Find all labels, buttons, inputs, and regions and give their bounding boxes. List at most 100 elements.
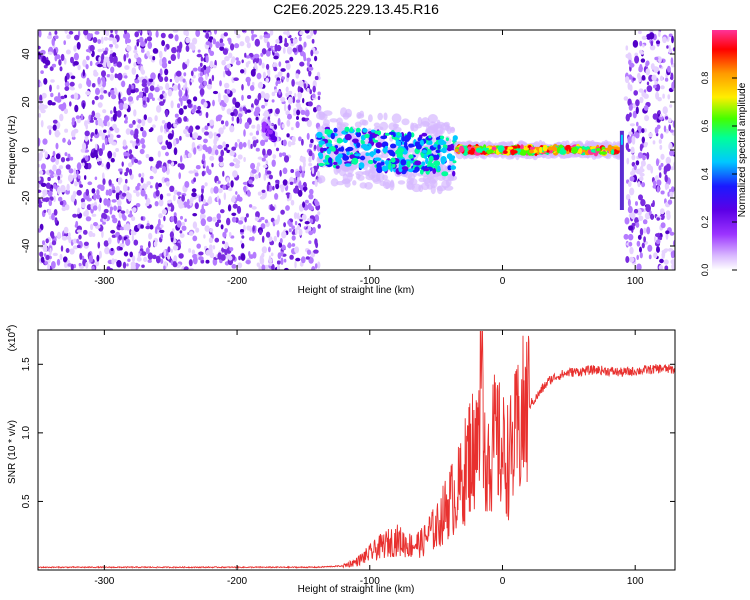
spectrogram-cell-1404 (174, 34, 179, 42)
spectrogram-cell-881 (133, 158, 139, 164)
spectrogram-cell-1708 (199, 62, 203, 67)
spectrogram-cell-3556 (640, 199, 646, 207)
spectrogram-cell-2316 (336, 181, 345, 186)
spectrogram-cell-1043 (58, 165, 64, 170)
spectrogram-cell-2348 (373, 122, 381, 128)
spectrogram-cell-848 (243, 157, 246, 162)
spectrogram-cell-3001 (532, 142, 540, 147)
spectrogram-cell-2434 (333, 127, 338, 133)
spectrogram-cell-1968 (88, 255, 92, 263)
spectrogram-cell-1812 (75, 220, 79, 228)
spectrogram-cell-3500 (636, 240, 641, 247)
spectrogram-cell-434 (204, 225, 210, 232)
spectrogram-cell-3679 (623, 233, 629, 240)
spectrogram-cell-1067 (38, 177, 41, 181)
spectrogram-cell-459 (133, 239, 139, 246)
spectrogram-cell-1496 (240, 229, 244, 233)
spectrogram-cell-1195 (70, 75, 76, 80)
spectrogram-cell-1673 (140, 189, 146, 197)
spectrogram-cell-1167 (116, 260, 122, 268)
spectrogram-cell-467 (286, 46, 293, 55)
spectrogram-cell-2450 (446, 153, 453, 160)
spectrogram-cell-517 (128, 168, 133, 176)
spectrogram-cell-3539 (640, 160, 646, 167)
spectrogram-cell-1164 (238, 141, 243, 150)
spectrogram-cell-1931 (199, 88, 205, 96)
spectrogram-cell-1681 (166, 193, 171, 197)
spectrogram-cell-921 (196, 243, 201, 249)
spectrogram-cell-1588 (153, 241, 158, 247)
spectrogram-cell-1363 (266, 170, 272, 175)
spectrogram-cell-101 (74, 104, 79, 113)
spectrogram-cell-1187 (87, 181, 93, 186)
spectrogram-cell-1675 (268, 262, 273, 266)
spectrogram-cell-50 (260, 91, 266, 99)
spectrogram-cell-1668 (125, 223, 131, 231)
spectrogram-cell-1872 (98, 161, 102, 166)
spectrogram-cell-2576 (387, 164, 392, 170)
spectrogram-cell-822 (56, 84, 60, 90)
spectrogram-cell-2163 (364, 169, 371, 177)
spectrogram-cell-89 (168, 60, 172, 64)
spectrogram-cell-1052 (264, 219, 268, 224)
spectrogram-cell-995 (124, 171, 128, 177)
spectrogram-cell-1627 (87, 162, 92, 170)
spectrogram-cell-1218 (299, 31, 304, 35)
spectrogram-cell-1898 (141, 78, 148, 85)
spectrogram-cell-2625 (382, 147, 388, 153)
spectrogram-cell-2324 (359, 119, 367, 126)
spectrogram-cell-3716 (637, 152, 643, 159)
spectrogram-cell-622 (118, 102, 124, 111)
spectrogram-cell-1961 (182, 62, 186, 70)
spectrogram-cell-1203 (240, 69, 245, 74)
spectrogram-cell-1922 (245, 55, 251, 59)
spectrogram-cell-786 (307, 101, 313, 107)
spectrogram-cell-1751 (122, 184, 128, 192)
spectrogram-cell-1201 (94, 95, 99, 101)
spectrogram-cell-1374 (226, 63, 231, 69)
spectrogram-cell-3464 (665, 232, 669, 240)
spectrogram-cell-1258 (265, 63, 270, 70)
spectrogram-cell-3644 (659, 64, 662, 69)
spectrogram-cell-1520 (239, 107, 243, 112)
spectrogram-cell-1282 (86, 79, 92, 87)
spectrogram-cell-1498 (47, 35, 53, 40)
spectrogram-cell-2600 (390, 157, 396, 163)
spectrogram-cell-1784 (292, 47, 298, 53)
spectrogram-cell-1087 (134, 263, 141, 268)
spectrogram-cell-1719 (193, 177, 197, 183)
spectrogram-cell-1179 (258, 265, 261, 270)
spectrogram-cell-2415 (338, 138, 344, 143)
spectrogram-cell-970 (183, 116, 188, 122)
spectrogram-cell-1484 (39, 251, 44, 257)
spectrogram-cell-1119 (110, 110, 113, 114)
snr-xtick-label-0: -300 (94, 576, 114, 587)
spectrogram-cell-1018 (113, 87, 118, 96)
spectrogram-cell-667 (77, 207, 81, 215)
spectrogram-cell-3438 (670, 72, 674, 81)
spectrogram-cell-179 (218, 127, 224, 135)
spectrogram-cell-1692 (85, 90, 91, 96)
spectrogram-cell-3705 (658, 115, 664, 120)
spectrogram-cell-1623 (85, 261, 89, 269)
spectrogram-cell-2453 (436, 165, 441, 171)
spectrogram-cell-1871 (145, 247, 150, 255)
spectrogram-cell-2563 (380, 161, 385, 166)
spectrogram-cell-3718 (655, 158, 660, 167)
spectrogram-cell-2399 (367, 159, 374, 165)
spectrogram-cell-738 (47, 51, 53, 55)
spectrogram-cell-1497 (289, 254, 294, 260)
spectrogram-cell-3399 (648, 254, 652, 260)
spectrogram-cell-3401 (623, 96, 629, 101)
spectrogram-cell-415 (178, 89, 183, 98)
spectrogram-cell-1470 (137, 252, 141, 261)
spectrogram-cell-918 (106, 60, 111, 68)
spectrogram-cell-1219 (186, 198, 190, 206)
spectrogram-cell-768 (177, 51, 181, 60)
spectrogram-cell-1860 (212, 38, 217, 45)
spectrogram-cell-2207 (391, 113, 402, 124)
spectrogram-cell-2598 (428, 135, 432, 139)
spectrogram-cell-840 (263, 173, 267, 181)
spectrogram-cell-859 (69, 156, 74, 161)
spectrogram-cell-812 (229, 162, 235, 167)
